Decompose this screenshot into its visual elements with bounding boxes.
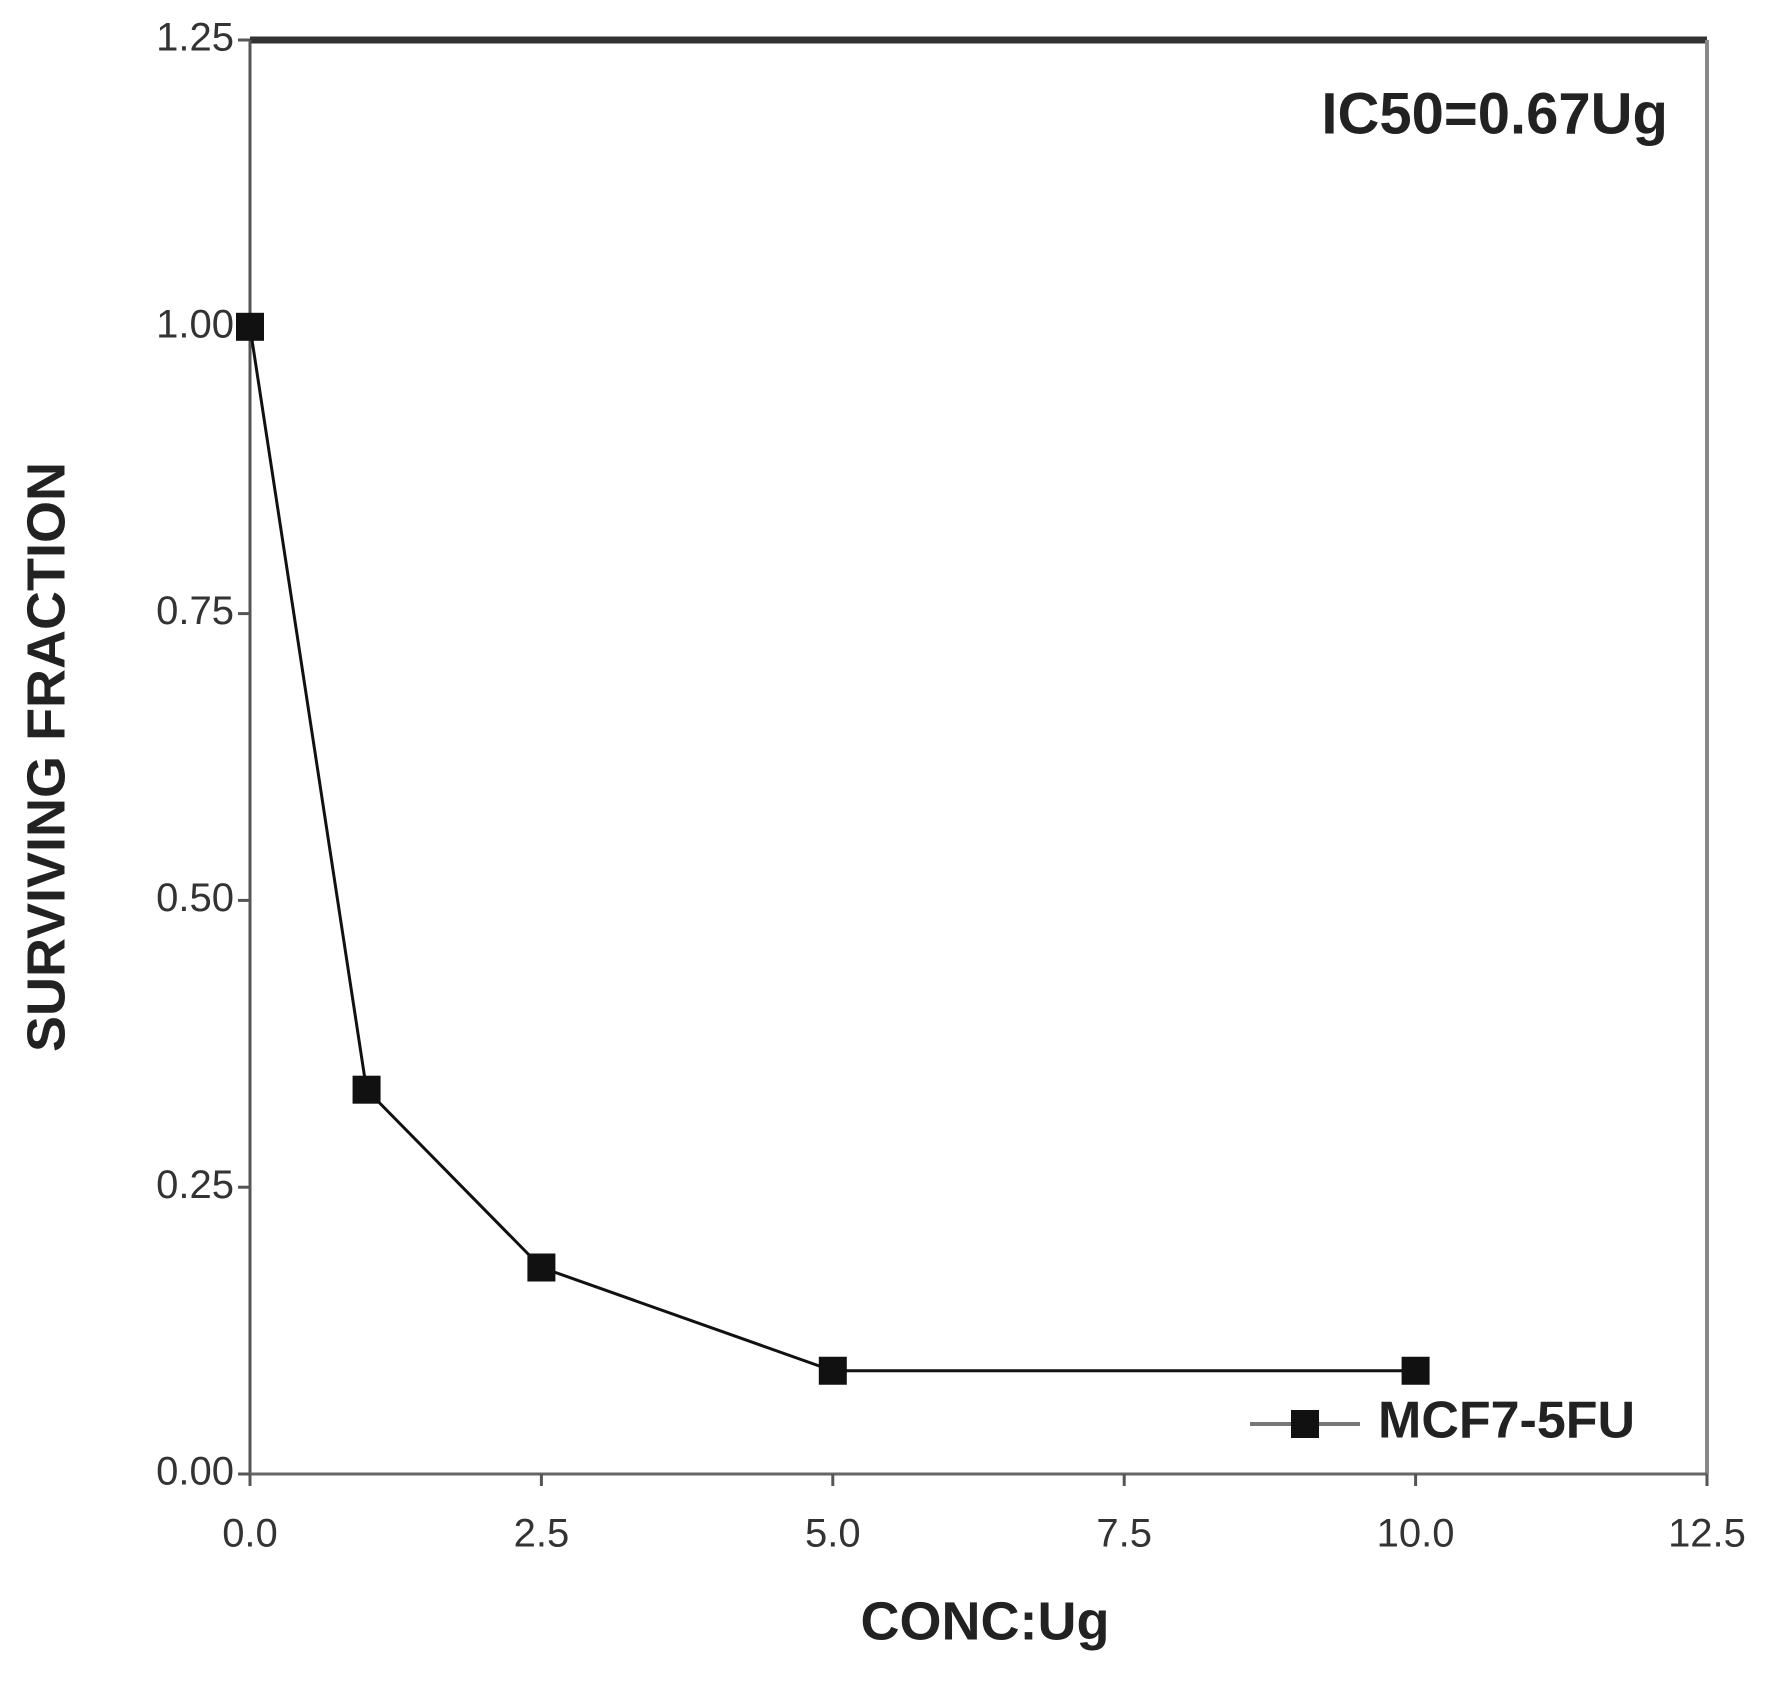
x-tick-label: 0.0 [222, 1512, 278, 1556]
x-tick-label: 7.5 [1096, 1512, 1152, 1556]
marker [352, 1075, 381, 1104]
legend-marker [1291, 1410, 1319, 1438]
y-tick-label: 0.25 [156, 1163, 234, 1207]
marker [236, 312, 264, 341]
marker [1401, 1356, 1430, 1385]
y-tick-label: 1.25 [156, 16, 234, 60]
y-tick-label: 0.00 [156, 1450, 234, 1494]
marker [527, 1253, 556, 1282]
y-tick-label: 1.00 [156, 302, 234, 346]
x-tick-label: 2.5 [514, 1512, 570, 1556]
y-tick-label: 0.50 [156, 876, 234, 920]
annotation: IC50=0.67Ug [1321, 81, 1668, 146]
x-tick-label: 10.0 [1377, 1512, 1455, 1556]
x-tick-label: 12.5 [1668, 1512, 1746, 1556]
legend-label: MCF7-5FU [1378, 1392, 1635, 1450]
x-axis-label: CONC:Ug [861, 1591, 1110, 1651]
y-tick-label: 0.75 [156, 589, 234, 633]
x-tick-label: 5.0 [805, 1512, 861, 1556]
y-axis-label: SURVIVING FRACTION [16, 462, 76, 1052]
marker [818, 1356, 847, 1385]
